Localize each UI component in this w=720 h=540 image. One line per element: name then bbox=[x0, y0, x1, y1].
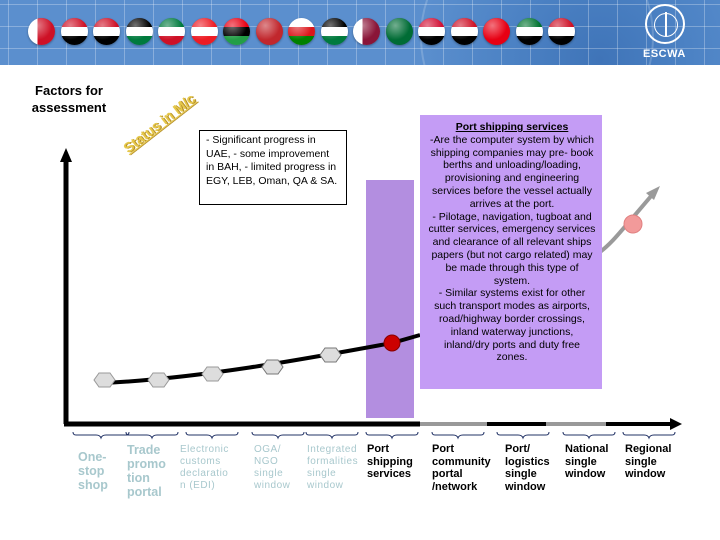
stage-label-trade-promotion-portal: Trade promo tion portal bbox=[127, 443, 166, 499]
status-note-box: - Significant progress in UAE, - some im… bbox=[199, 130, 347, 205]
stage-label-integrated-formalities: Integrated formalities single window bbox=[307, 444, 359, 491]
stage-label-electronic-customs: Electronic customs declaratio n (EDI) bbox=[180, 444, 229, 491]
flag-yemen-icon bbox=[548, 18, 575, 45]
flag-morocco-icon bbox=[255, 18, 283, 45]
stage-label-port-logistics-single-window: Port/logistics single window bbox=[505, 443, 550, 493]
flag-iraq-icon bbox=[93, 18, 120, 45]
stage-braces bbox=[72, 431, 676, 440]
flag-qatar-icon bbox=[353, 18, 380, 45]
port-shipping-description-box: Port shipping services -Are the computer… bbox=[420, 115, 602, 389]
flag-lebanon-icon bbox=[190, 18, 218, 45]
future-arrow-icon bbox=[646, 186, 660, 200]
flag-jordan-icon bbox=[125, 18, 153, 45]
flag-bahrain-icon bbox=[28, 18, 55, 45]
stage-label-port-community-portal: Port community portal/network bbox=[432, 443, 491, 493]
flag-egypt-icon bbox=[60, 18, 88, 45]
stage-points bbox=[93, 214, 643, 388]
description-body: -Are the computer system by which shippi… bbox=[428, 133, 596, 364]
header-banner: ESCWA bbox=[0, 0, 720, 65]
flag-palestine-icon bbox=[320, 18, 348, 45]
description-title: Port shipping services bbox=[455, 121, 569, 133]
flag-kuwait-icon bbox=[158, 18, 185, 45]
flag-tunisia-icon bbox=[483, 18, 510, 45]
current-stage-column bbox=[366, 180, 414, 418]
current-stage-point bbox=[383, 334, 401, 352]
flag-syria-icon bbox=[450, 18, 478, 45]
y-axis-label: Factors for assessment bbox=[31, 83, 107, 115]
un-emblem-icon bbox=[645, 4, 685, 44]
flag-sudan-icon bbox=[418, 18, 445, 45]
stage-label-national-single-window: National single window bbox=[565, 443, 609, 480]
flag-saudi-arabia-icon bbox=[385, 18, 413, 45]
stage-label-port-shipping-services: Port shipping services bbox=[367, 443, 413, 480]
escwa-logo-text: ESCWA bbox=[643, 48, 686, 60]
flag-uae-icon bbox=[515, 18, 543, 45]
stage-label-regional-single-window: Regional single window bbox=[625, 443, 672, 480]
flag-oman-icon bbox=[288, 18, 315, 45]
flag-libya-icon bbox=[223, 18, 250, 45]
x-axis-arrow-icon bbox=[670, 418, 682, 430]
stage-label-one-stop-shop: One-stop shop bbox=[78, 450, 108, 492]
y-axis-arrow-icon bbox=[60, 148, 72, 162]
progress-curve bbox=[104, 333, 421, 385]
future-stage-point bbox=[623, 214, 643, 234]
stage-label-oga-ngo-single-window: OGA/NGO single window bbox=[254, 444, 291, 491]
